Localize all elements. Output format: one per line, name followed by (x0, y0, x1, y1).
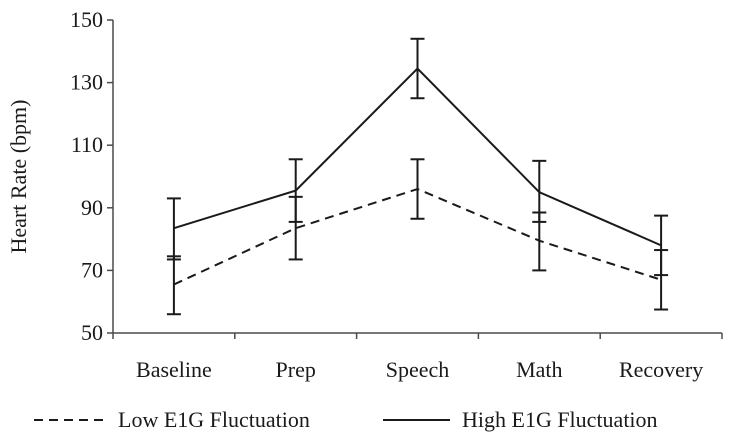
y-tick-label: 90 (81, 195, 103, 220)
legend: Low E1G Fluctuation High E1G Fluctuation (34, 407, 658, 432)
x-tick-label: Baseline (136, 357, 212, 382)
legend-item: Low E1G Fluctuation (34, 407, 310, 432)
series-high (166, 37, 669, 277)
y-tick-label: 50 (81, 320, 103, 345)
legend-item: High E1G Fluctuation (383, 407, 658, 432)
x-tick-label: Recovery (619, 357, 703, 382)
y-tick-label: 70 (81, 257, 103, 282)
y-tick-label: 110 (71, 132, 103, 157)
y-tick-label: 150 (70, 7, 103, 32)
x-tick-label: Prep (276, 357, 316, 382)
x-tick-label: Speech (386, 357, 450, 382)
series-low (166, 158, 669, 316)
series-layer (166, 37, 669, 316)
y-tick-label: 130 (70, 70, 103, 95)
y-axis-title: Heart Rate (bpm) (6, 100, 31, 254)
x-tick-label: Math (516, 357, 562, 382)
axes: 50 70 90 110 130 150 Baseline Prep Speech Math Rec… (6, 7, 723, 382)
legend-label: High E1G Fluctuation (462, 407, 658, 432)
legend-label: Low E1G Fluctuation (118, 407, 310, 432)
